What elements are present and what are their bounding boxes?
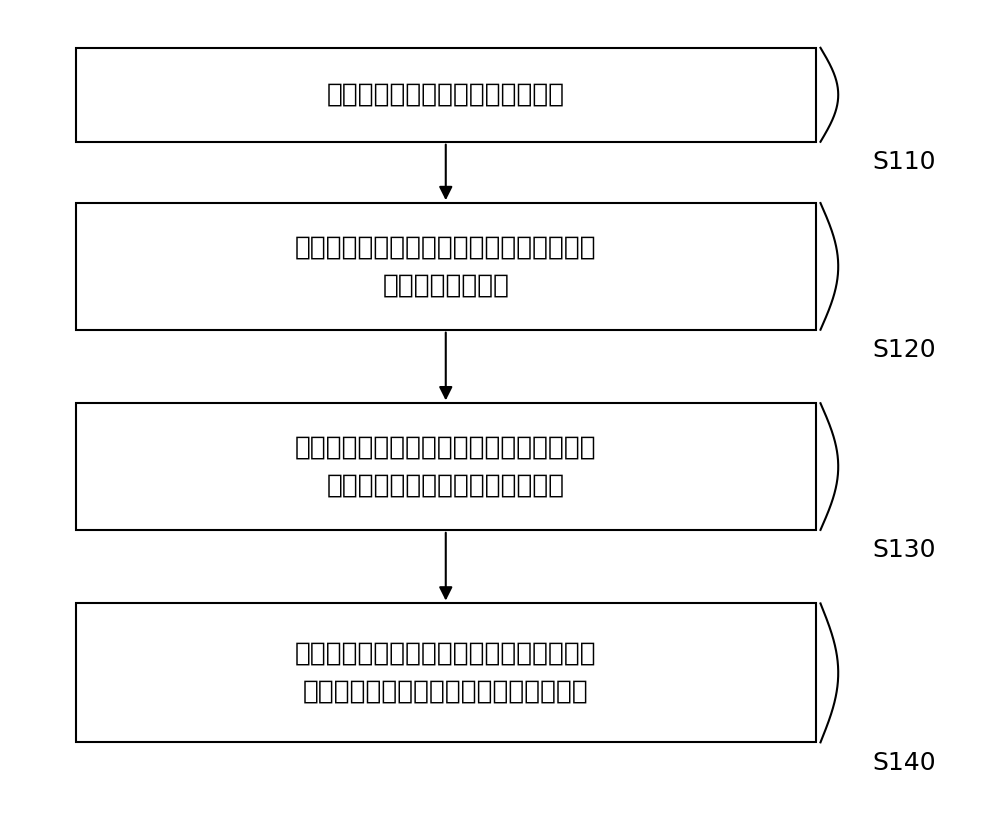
FancyBboxPatch shape <box>76 403 816 530</box>
Text: S110: S110 <box>873 150 936 174</box>
Text: 在修改后的第一服务器中运行插件安装包，
以在修改后的第一服务器中安装目标插件: 在修改后的第一服务器中运行插件安装包， 以在修改后的第一服务器中安装目标插件 <box>295 641 597 705</box>
Text: S130: S130 <box>873 538 936 562</box>
Text: S140: S140 <box>873 750 936 774</box>
FancyBboxPatch shape <box>76 48 816 142</box>
Text: 对第一服务器的配置信息进行修改，得到修
改后的第一服务器: 对第一服务器的配置信息进行修改，得到修 改后的第一服务器 <box>295 234 597 298</box>
Text: 从第三服务器中获取插件安装包，并将插件
安装包发送至修改后的第一服务器: 从第三服务器中获取插件安装包，并将插件 安装包发送至修改后的第一服务器 <box>295 435 597 499</box>
Text: S120: S120 <box>873 338 936 361</box>
Text: 获取待安装目标插件的第一服务器: 获取待安装目标插件的第一服务器 <box>327 81 565 108</box>
FancyBboxPatch shape <box>76 603 816 742</box>
FancyBboxPatch shape <box>76 203 816 330</box>
